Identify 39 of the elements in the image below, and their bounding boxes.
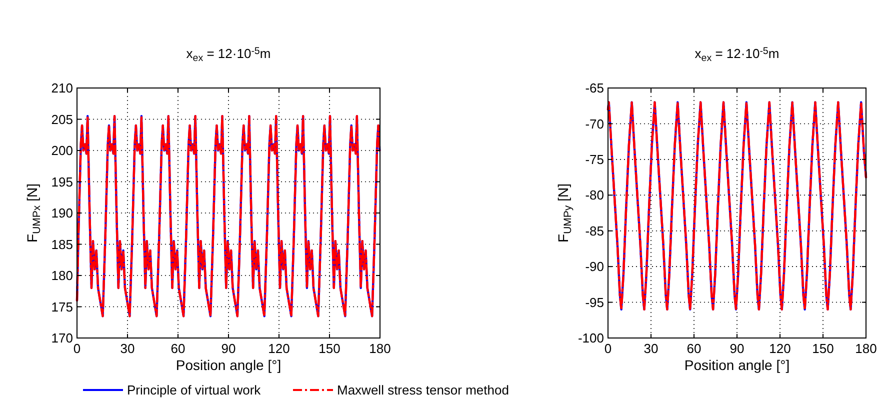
y-tick-label: -75 <box>585 152 604 167</box>
x-tick-label: 150 <box>318 341 340 356</box>
y-tick-label: -80 <box>585 188 604 203</box>
y-tick-label: 180 <box>51 268 73 284</box>
x-tick-label: 120 <box>769 341 791 356</box>
y-tick-label: -95 <box>585 294 604 310</box>
y-tick-label: -65 <box>585 80 604 96</box>
y-tick-label: 175 <box>51 299 73 314</box>
legend-label: Principle of virtual work <box>127 382 262 398</box>
y-tick-label: 185 <box>51 236 73 252</box>
legend-label: Maxwell stress tensor method <box>337 382 509 398</box>
line-series <box>606 101 868 311</box>
y-tick-label: -70 <box>585 116 604 132</box>
x-tick-label: 0 <box>604 341 612 356</box>
y-tick-label: 200 <box>51 143 73 158</box>
line-series <box>76 115 381 318</box>
x-tick-label: 30 <box>120 341 135 356</box>
chart-title: x$_{ex}$ = 12·10$^{-5}$m <box>694 46 780 64</box>
x-tick-label: 60 <box>686 341 702 356</box>
x-axis-title: Position angle [°] <box>176 357 282 373</box>
y-tick-label: 190 <box>51 206 73 221</box>
x-tick-label: 90 <box>221 341 236 356</box>
x-tick-label: 0 <box>73 341 81 356</box>
x-axis-title: Position angle [°] <box>684 357 790 373</box>
x-tick-label: 90 <box>730 341 744 356</box>
y-tick-label: 210 <box>51 80 73 96</box>
x-tick-label: 150 <box>812 341 834 356</box>
x-tick-label: 60 <box>170 341 186 356</box>
x-tick-label: 120 <box>268 341 290 356</box>
y-tick-label: 170 <box>51 330 73 346</box>
y-tick-label: 205 <box>51 112 73 127</box>
x-tick-label: 180 <box>369 341 391 356</box>
x-tick-label: 180 <box>855 341 877 356</box>
y-tick-label: -90 <box>585 259 604 274</box>
y-tick-label: 195 <box>51 174 73 190</box>
chart-title: x$_{ex}$ = 12·10$^{-5}$m <box>186 46 271 64</box>
y-tick-label: -85 <box>585 223 604 238</box>
y-tick-label: -100 <box>578 330 604 346</box>
x-tick-label: 30 <box>644 341 658 356</box>
